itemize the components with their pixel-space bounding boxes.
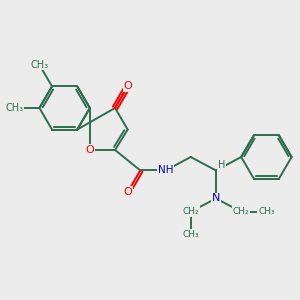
Text: H: H [218, 160, 225, 170]
Text: CH₃: CH₃ [182, 230, 199, 238]
Text: NH: NH [158, 166, 173, 176]
Text: CH₃: CH₃ [258, 207, 275, 216]
Text: CH₂: CH₂ [182, 207, 199, 216]
Text: O: O [123, 187, 132, 197]
Text: CH₃: CH₃ [5, 103, 23, 113]
Text: O: O [123, 81, 132, 92]
Text: CH₃: CH₃ [30, 60, 49, 70]
Text: CH₂: CH₂ [233, 207, 250, 216]
Text: O: O [85, 145, 94, 155]
Text: N: N [212, 194, 220, 203]
